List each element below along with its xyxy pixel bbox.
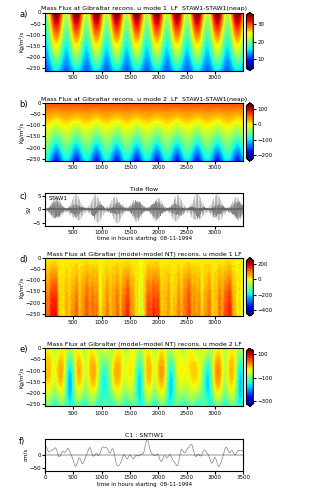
Title: Mass Flux at Gibraltar recons. u mode 2  LF  STAW1-STAW1(neap): Mass Flux at Gibraltar recons. u mode 2 … bbox=[41, 97, 247, 102]
Title: Mass Flux at Gibraltar recons. u mode 1  LF  STAW1-STAW1(neap): Mass Flux at Gibraltar recons. u mode 1 … bbox=[41, 6, 247, 12]
PathPatch shape bbox=[246, 258, 253, 260]
Title: Mass Flux at Gibraltar (model–model NT) recons. u mode 1 LF: Mass Flux at Gibraltar (model–model NT) … bbox=[47, 252, 241, 257]
Y-axis label: Kg/m²/s: Kg/m²/s bbox=[18, 31, 24, 52]
Text: f): f) bbox=[19, 437, 25, 446]
PathPatch shape bbox=[246, 348, 253, 351]
Y-axis label: Kg/m²/s: Kg/m²/s bbox=[18, 366, 24, 388]
Y-axis label: Kg/m²/s: Kg/m²/s bbox=[18, 276, 24, 297]
Title: Mass Flux at Gibraltar (model–model NT) recons. u mode 2 LF: Mass Flux at Gibraltar (model–model NT) … bbox=[47, 342, 241, 347]
Text: b): b) bbox=[19, 100, 28, 109]
PathPatch shape bbox=[246, 314, 253, 316]
PathPatch shape bbox=[246, 68, 253, 70]
PathPatch shape bbox=[246, 404, 253, 406]
X-axis label: time in hours starting  08-11-1994: time in hours starting 08-11-1994 bbox=[97, 236, 192, 241]
Text: a): a) bbox=[19, 10, 28, 18]
Title: C1 : SNTIW1: C1 : SNTIW1 bbox=[125, 432, 164, 438]
Y-axis label: cm/s: cm/s bbox=[23, 448, 28, 462]
PathPatch shape bbox=[246, 12, 253, 15]
Text: d): d) bbox=[19, 255, 28, 264]
Text: STAW1: STAW1 bbox=[49, 196, 68, 201]
Y-axis label: Kg/m³/s: Kg/m³/s bbox=[18, 122, 24, 142]
Title: Tide flow: Tide flow bbox=[130, 187, 158, 192]
Text: e): e) bbox=[19, 346, 28, 354]
X-axis label: time in hours starting  08-11-1994: time in hours starting 08-11-1994 bbox=[97, 482, 192, 486]
Y-axis label: SV: SV bbox=[26, 206, 31, 213]
PathPatch shape bbox=[246, 158, 253, 161]
Text: c): c) bbox=[19, 192, 27, 200]
PathPatch shape bbox=[246, 103, 253, 106]
